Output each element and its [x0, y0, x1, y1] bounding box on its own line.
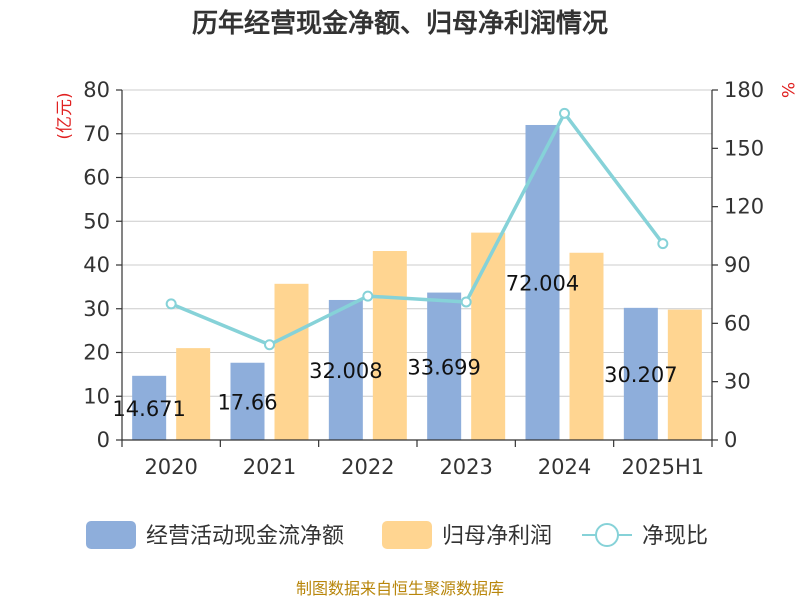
bar-value-label: 32.008	[309, 359, 382, 383]
left-tick-label: 70	[83, 122, 110, 146]
x-tick-label: 2021	[243, 455, 296, 479]
bar	[623, 307, 658, 440]
legend-label: 归母净利润	[442, 524, 552, 549]
legend-marker	[595, 523, 619, 547]
left-axis-unit: (亿元)	[55, 92, 75, 139]
x-tick-label: 2024	[538, 455, 591, 479]
legend: 经营活动现金流净额 归母净利润 净现比	[86, 521, 708, 549]
right-tick-label: 30	[724, 370, 751, 394]
bar	[230, 362, 265, 440]
line-point	[264, 339, 275, 351]
right-tick-label: 90	[724, 253, 751, 277]
right-tick-label: 0	[724, 428, 737, 452]
legend-swatch	[382, 521, 432, 549]
bar-value-label: 30.207	[604, 363, 677, 387]
right-axis-unit: %	[777, 82, 797, 98]
axes: 0 10 20 30 40 50 60 70 80 0 30 60 90 120 150 180 2020 202…	[83, 78, 764, 479]
x-tick-label: 2022	[341, 455, 394, 479]
left-tick-label: 40	[83, 253, 110, 277]
legend-label: 净现比	[642, 524, 708, 549]
legend-swatch	[86, 521, 136, 549]
x-tick-label: 2025H1	[622, 455, 705, 479]
line-point	[362, 290, 374, 302]
left-tick-label: 10	[83, 384, 110, 408]
left-tick-label: 50	[83, 209, 110, 233]
bar-value-label: 33.699	[407, 355, 480, 379]
bar	[372, 251, 407, 440]
bar	[427, 292, 462, 440]
ratio-line-path	[170, 111, 665, 347]
bars	[132, 124, 702, 441]
left-tick-label: 30	[83, 297, 110, 321]
line-point	[165, 298, 177, 310]
line-point	[460, 296, 472, 308]
grid	[122, 89, 712, 441]
bar-labels: 14.671 17.66 32.008 33.699 72.004 30.207	[112, 271, 677, 420]
bar	[328, 299, 363, 440]
ratio-line	[165, 107, 669, 351]
left-tick-label: 0	[97, 428, 110, 452]
bar-value-label: 17.66	[217, 390, 277, 414]
right-tick-label: 180	[724, 78, 764, 102]
left-tick-label: 20	[83, 341, 110, 365]
bar-value-label: 72.004	[506, 271, 579, 295]
bar	[132, 375, 167, 440]
legend-label: 经营活动现金流净额	[146, 524, 344, 549]
bar	[569, 252, 604, 440]
source-note: 制图数据来自恒生聚源数据库	[296, 579, 504, 598]
right-tick-label: 60	[724, 311, 751, 335]
right-tick-label: 150	[724, 136, 764, 160]
x-tick-label: 2020	[144, 455, 197, 479]
bar-value-label: 14.671	[112, 397, 185, 421]
chart-title: 历年经营现金净额、归母净利润情况	[192, 8, 608, 39]
right-tick-label: 120	[724, 195, 764, 219]
left-tick-label: 80	[83, 78, 110, 102]
bar	[274, 283, 309, 440]
bar	[471, 232, 506, 440]
line-point	[657, 238, 669, 250]
bar	[667, 309, 702, 440]
bar	[176, 348, 211, 440]
x-tick-label: 2023	[439, 455, 492, 479]
line-point	[559, 107, 570, 119]
left-tick-label: 60	[83, 166, 110, 190]
